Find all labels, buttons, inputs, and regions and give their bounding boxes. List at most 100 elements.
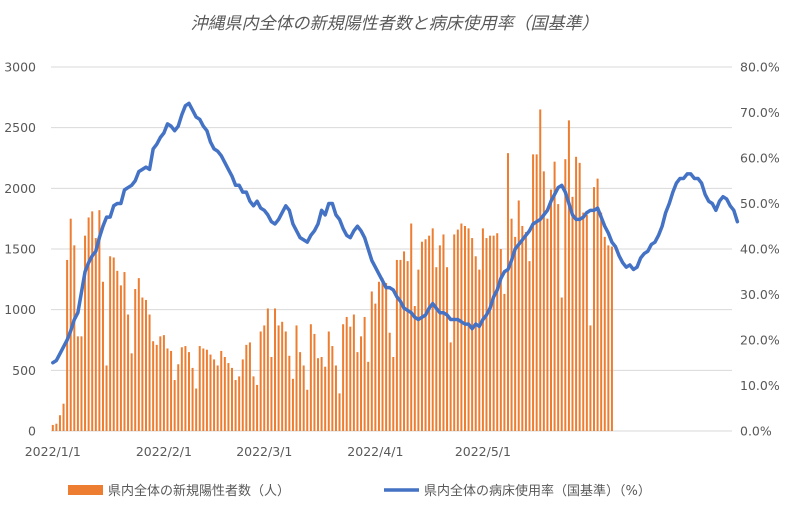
bar [198, 346, 201, 431]
bar [317, 358, 320, 431]
bar [585, 215, 588, 431]
bar [571, 196, 574, 431]
bar [610, 246, 613, 431]
bar [575, 156, 578, 431]
bar [98, 210, 101, 431]
bar [302, 365, 305, 431]
bar [603, 236, 606, 431]
bar [392, 356, 395, 431]
bar [58, 415, 61, 431]
bar [281, 321, 284, 431]
bar [223, 356, 226, 431]
right-axis-labels: 0.0% 10.0% 20.0% 30.0% 40.0% 50.0% 60.0% 70.0% 8… [740, 60, 780, 439]
bar [313, 333, 316, 431]
bar [478, 269, 481, 431]
bed-usage-line [51, 101, 740, 365]
bar [593, 187, 596, 431]
bar [471, 238, 474, 431]
bar [442, 234, 445, 431]
bar [180, 347, 183, 431]
bar [288, 355, 291, 431]
bar [388, 332, 391, 431]
bar [424, 239, 427, 431]
bar [123, 272, 126, 431]
bar [191, 367, 194, 431]
bar [155, 344, 158, 431]
bar [546, 218, 549, 431]
bar [299, 352, 302, 431]
bar [195, 388, 198, 431]
bar [374, 303, 377, 431]
x-axis-tick: 2022/3/1 [236, 444, 292, 459]
bar [496, 233, 499, 431]
x-axis-tick: 2022/5/1 [455, 444, 511, 459]
bar [489, 235, 492, 431]
bar [438, 245, 441, 431]
bar [220, 350, 223, 431]
legend-swatch-bar [68, 485, 103, 495]
bar [238, 376, 241, 431]
bar [274, 308, 277, 431]
left-axis-tick: 0 [28, 424, 36, 439]
bar [528, 261, 531, 431]
bar [73, 245, 76, 431]
bar [600, 212, 603, 431]
bar [256, 384, 259, 431]
bar [245, 344, 248, 431]
bar [467, 228, 470, 431]
left-axis-tick: 3000 [4, 60, 36, 75]
bar [410, 223, 413, 431]
bar [241, 359, 244, 431]
bar [399, 259, 402, 431]
bar [295, 325, 298, 431]
bar [510, 218, 513, 431]
bar [127, 314, 130, 431]
bar [506, 153, 509, 431]
bar [277, 325, 280, 431]
bar [514, 236, 517, 431]
x-axis-tick: 2022/1/1 [25, 444, 81, 459]
bar [173, 380, 176, 431]
bar [517, 200, 520, 431]
right-axis-tick: 20.0% [740, 333, 780, 348]
bar [291, 378, 294, 431]
bar [248, 342, 251, 431]
legend-label-line: 県内全体の病床使用率（国基準）（%） [424, 483, 651, 499]
bar [474, 256, 477, 431]
bar-series [51, 109, 613, 432]
left-axis-tick: 2000 [4, 181, 36, 196]
bar [166, 348, 169, 431]
bar [231, 367, 234, 431]
bar [227, 363, 230, 431]
bar [406, 261, 409, 431]
bar [578, 162, 581, 431]
right-axis-tick: 60.0% [740, 151, 780, 166]
bar [589, 325, 592, 431]
bar [252, 376, 255, 431]
bar [266, 308, 269, 431]
bar [148, 314, 151, 431]
bar [101, 281, 104, 431]
bar [263, 325, 266, 431]
bar [170, 350, 173, 431]
bar [403, 251, 406, 431]
right-axis-tick: 80.0% [740, 60, 780, 75]
bar [596, 178, 599, 431]
bar [159, 336, 162, 431]
bar [453, 234, 456, 431]
bar [356, 352, 359, 431]
bar [259, 331, 262, 431]
bar [607, 245, 610, 431]
bar [320, 356, 323, 431]
bar [481, 228, 484, 431]
bar [417, 269, 420, 431]
bar [503, 293, 506, 431]
right-axis-tick: 30.0% [740, 287, 780, 302]
bar [270, 356, 273, 431]
bar [324, 366, 327, 431]
x-axis-tick: 2022/2/1 [136, 444, 192, 459]
bar [216, 365, 219, 431]
bar [456, 229, 459, 431]
left-axis-labels: 0 500 1000 1500 2000 2500 3000 [4, 60, 36, 439]
bar [51, 424, 54, 431]
